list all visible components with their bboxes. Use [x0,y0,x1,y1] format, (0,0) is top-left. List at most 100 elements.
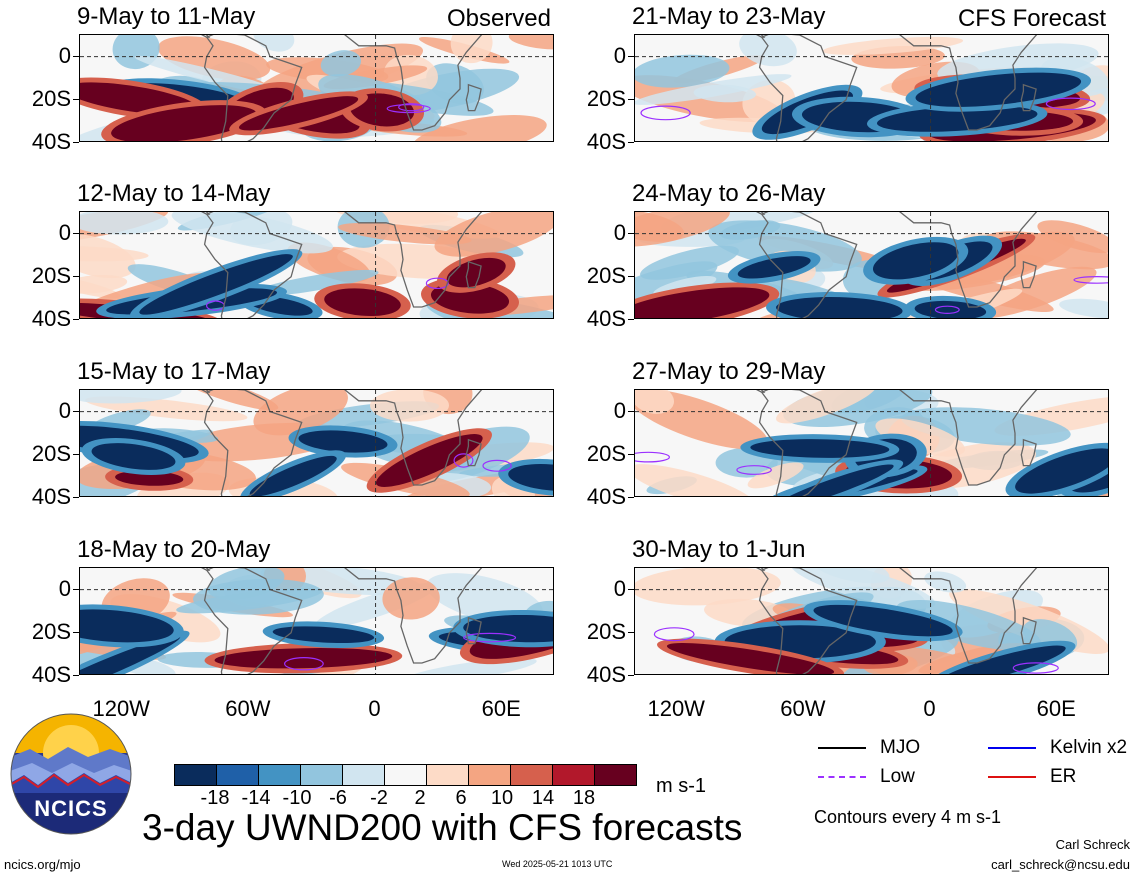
colorbar-swatch [300,765,342,785]
colorbar-label: -2 [370,787,388,809]
main-title: 3-day UWND200 with CFS forecasts [142,807,743,848]
colorbar-label: 18 [572,787,596,809]
map-panel [79,567,554,675]
lat-label: 20S [31,262,71,288]
lat-label: 20S [586,440,626,466]
lat-label: 20S [31,85,71,111]
lat-label: 0 [613,575,626,601]
lon-label: 60W [780,696,826,721]
lat-tick [628,319,634,320]
legend-label: Low [880,766,915,787]
panel-title: 15-May to 17-May [77,358,271,385]
lat-tick [73,275,79,277]
lon-label: 60E [481,696,521,721]
colorbar-label: -6 [329,787,347,809]
lat-tick [73,631,79,633]
contour-note: Contours every 4 m s-1 [814,807,1002,827]
lat-tick [628,675,634,676]
lat-tick [73,232,79,234]
lat-tick [73,98,79,100]
lat-label: 20S [586,618,626,644]
lat-label: 0 [613,397,626,423]
lat-tick [628,631,634,633]
lat-label: 40S [586,662,626,687]
colorbar [174,764,637,786]
map-panel [79,211,554,319]
footer-email: carl_schreck@ncsu.edu [991,857,1130,872]
colorbar-swatch [510,765,552,785]
colorbar-label: 14 [531,787,555,809]
colorbar-label: -10 [282,787,312,809]
legend-line-0 [818,747,866,749]
lat-tick [628,98,634,100]
colorbar-label: -14 [241,787,271,809]
lon-label: 0 [368,696,381,721]
panel-tag: Observed [446,5,551,32]
lat-label: 0 [613,219,626,245]
footer-url: ncics.org/mjo [4,857,81,872]
map-panel [634,389,1109,497]
lat-tick [628,232,634,234]
footer-timestamp: Wed 2025-05-21 1013 UTC [502,859,613,869]
lat-label: 40S [586,306,626,331]
lat-label: 0 [58,575,71,601]
colorbar-swatch [552,765,594,785]
colorbar-swatch [594,765,636,785]
lat-tick [628,275,634,277]
colorbar-label: 2 [414,787,426,809]
lat-tick [628,588,634,590]
footer-author: Carl Schreck [1055,837,1130,852]
panel-title: 18-May to 20-May [77,536,271,563]
map-panel [634,211,1109,319]
lat-tick [628,410,634,412]
lat-label: 40S [31,306,71,331]
lat-label: 20S [586,262,626,288]
colorbar-label: 10 [490,787,514,809]
lon-label: 0 [923,696,936,721]
lat-label: 20S [31,440,71,466]
panel-title: 9-May to 11-May [77,3,256,30]
map-panel [79,34,554,142]
ncics-logo: NCICS [10,713,132,835]
lat-tick [628,497,634,498]
legend-line-1 [988,747,1036,749]
legend-line-3 [988,776,1036,778]
lat-tick [73,588,79,590]
lat-label: 0 [58,219,71,245]
lon-label: 120W [647,696,705,721]
lat-tick [73,675,79,676]
legend-label: ER [1050,766,1077,787]
lat-tick [628,55,634,57]
lat-tick [628,142,634,143]
colorbar-swatch [258,765,300,785]
lon-label: 60E [1036,696,1076,721]
colorbar-units: m s-1 [656,775,706,797]
lat-label: 40S [31,662,71,687]
colorbar-label: -18 [200,787,230,809]
lat-label: 20S [586,85,626,111]
legend-line-2 [818,776,866,778]
lat-tick [73,410,79,412]
panel-title: 24-May to 26-May [632,180,826,207]
map-panel [79,389,554,497]
map-panel [634,567,1109,675]
lat-label: 40S [586,484,626,509]
colorbar-swatch [384,765,426,785]
lon-label: 60W [225,696,271,721]
lat-label: 20S [31,618,71,644]
colorbar-label: 6 [455,787,467,809]
panel-tag: CFS Forecast [957,5,1106,32]
logo-text: NCICS [34,796,108,821]
lat-tick [73,497,79,498]
colorbar-swatch [342,765,384,785]
lat-label: 40S [586,129,626,154]
lat-label: 40S [31,484,71,509]
lat-tick [73,55,79,57]
lat-tick [73,453,79,455]
legend-label: Kelvin x2 [1050,737,1128,758]
panel-title: 21-May to 23-May [632,3,826,30]
lat-label: 40S [31,129,71,154]
lon-label: 120W [92,696,150,721]
lat-label: 0 [58,397,71,423]
colorbar-swatch [175,765,216,785]
